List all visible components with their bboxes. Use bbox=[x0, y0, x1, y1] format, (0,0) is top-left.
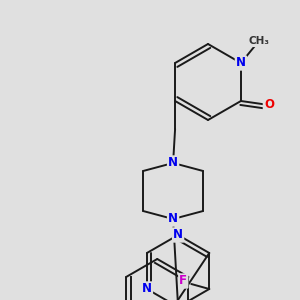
Text: N: N bbox=[236, 56, 246, 70]
Text: CH₃: CH₃ bbox=[248, 36, 269, 46]
Text: N: N bbox=[168, 212, 178, 226]
Text: N: N bbox=[168, 157, 178, 169]
Text: N: N bbox=[142, 283, 152, 296]
Text: F: F bbox=[179, 274, 187, 287]
Text: N: N bbox=[173, 229, 183, 242]
Text: O: O bbox=[264, 98, 274, 112]
